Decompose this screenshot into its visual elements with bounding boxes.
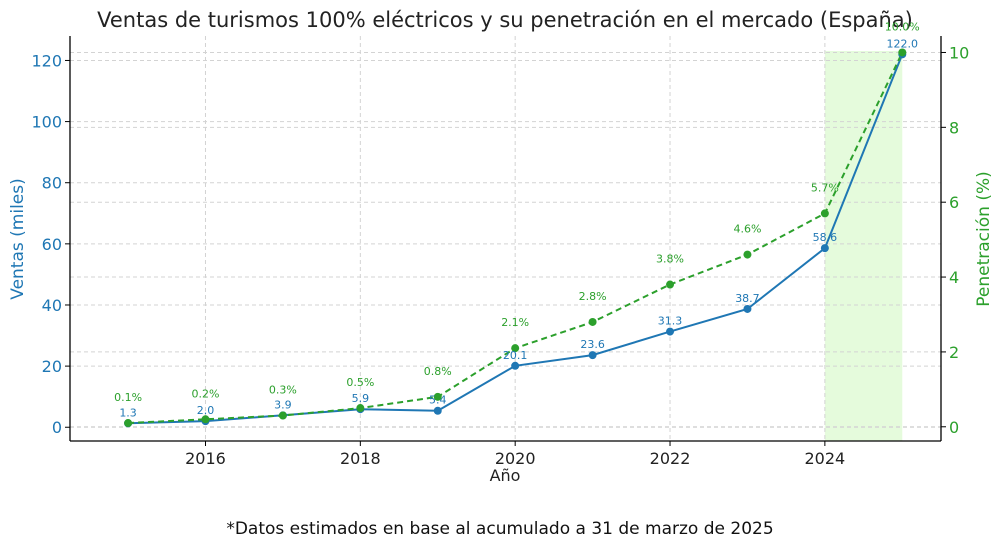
ventas-point xyxy=(820,244,829,253)
penetracion-data-label: 3.8% xyxy=(656,253,684,266)
ventas-data-label: 1.3 xyxy=(119,406,137,419)
highlight-region xyxy=(824,51,903,441)
ventas-data-label: 5.9 xyxy=(352,392,370,405)
ventas-point xyxy=(743,304,752,313)
penetracion-data-label: 0.1% xyxy=(114,391,142,404)
penetracion-point xyxy=(511,344,520,353)
y-tick-label-right: 4 xyxy=(949,268,959,287)
x-tick-label: 2018 xyxy=(340,449,381,468)
ventas-data-label: 20.1 xyxy=(503,349,528,362)
penetracion-data-label: 5.7% xyxy=(811,181,839,194)
ventas-data-label: 31.3 xyxy=(658,315,683,328)
x-tick-label: 2024 xyxy=(805,449,846,468)
ventas-data-label: 5.4 xyxy=(429,394,447,407)
y-tick-label-right: 0 xyxy=(949,418,959,437)
y-tick-label-right: 2 xyxy=(949,343,959,362)
footnote: *Datos estimados en base al acumulado a … xyxy=(226,519,773,539)
penetracion-data-label: 0.5% xyxy=(346,376,374,389)
x-tick-label: 2020 xyxy=(495,449,536,468)
y-tick-label-right: 6 xyxy=(949,193,959,212)
penetracion-data-label: 0.3% xyxy=(269,384,297,397)
penetracion-point xyxy=(433,392,442,401)
penetracion-point xyxy=(124,419,133,428)
y-tick-label-left: 120 xyxy=(31,51,62,70)
penetracion-point xyxy=(820,209,829,218)
penetracion-data-label: 4.6% xyxy=(733,223,761,236)
penetracion-data-label: 2.1% xyxy=(501,316,529,329)
ventas-point xyxy=(588,351,597,360)
penetracion-point xyxy=(588,317,597,326)
y-tick-label-left: 20 xyxy=(42,357,62,376)
ventas-data-label: 23.6 xyxy=(580,338,605,351)
penetracion-point xyxy=(898,48,907,57)
y-tick-label-left: 0 xyxy=(52,418,62,437)
penetracion-point xyxy=(278,411,287,420)
ventas-point xyxy=(666,327,675,336)
penetracion-point xyxy=(666,280,675,289)
ventas-data-label: 122.0 xyxy=(887,37,919,50)
left-axis-label: Ventas (miles) xyxy=(8,178,28,299)
penetracion-data-label: 10.0% xyxy=(885,20,920,33)
ventas-point xyxy=(433,406,442,415)
chart-title: Ventas de turismos 100% eléctricos y su … xyxy=(97,8,913,32)
y-tick-label-left: 60 xyxy=(42,235,62,254)
penetracion-data-label: 0.8% xyxy=(424,365,452,378)
x-tick-label: 2022 xyxy=(650,449,691,468)
y-tick-label-right: 8 xyxy=(949,118,959,137)
ventas-data-label: 58.6 xyxy=(813,231,838,244)
ventas-data-label: 38.7 xyxy=(735,292,760,305)
penetracion-point xyxy=(201,415,210,424)
penetracion-point xyxy=(743,250,752,259)
penetracion-point xyxy=(356,404,365,413)
y-tick-label-left: 40 xyxy=(42,296,62,315)
x-axis-label: Año xyxy=(490,466,521,485)
y-tick-label-left: 100 xyxy=(31,113,62,132)
ventas-point xyxy=(511,361,520,370)
ventas-data-label: 3.9 xyxy=(274,398,292,411)
penetracion-data-label: 2.8% xyxy=(579,290,607,303)
y-tick-label-right: 10 xyxy=(949,43,969,62)
y-tick-label-left: 80 xyxy=(42,174,62,193)
ventas-data-label: 2.0 xyxy=(197,404,215,417)
x-tick-label: 2016 xyxy=(185,449,226,468)
penetracion-data-label: 0.2% xyxy=(192,387,220,400)
right-axis-label: Penetración (%) xyxy=(974,171,994,306)
